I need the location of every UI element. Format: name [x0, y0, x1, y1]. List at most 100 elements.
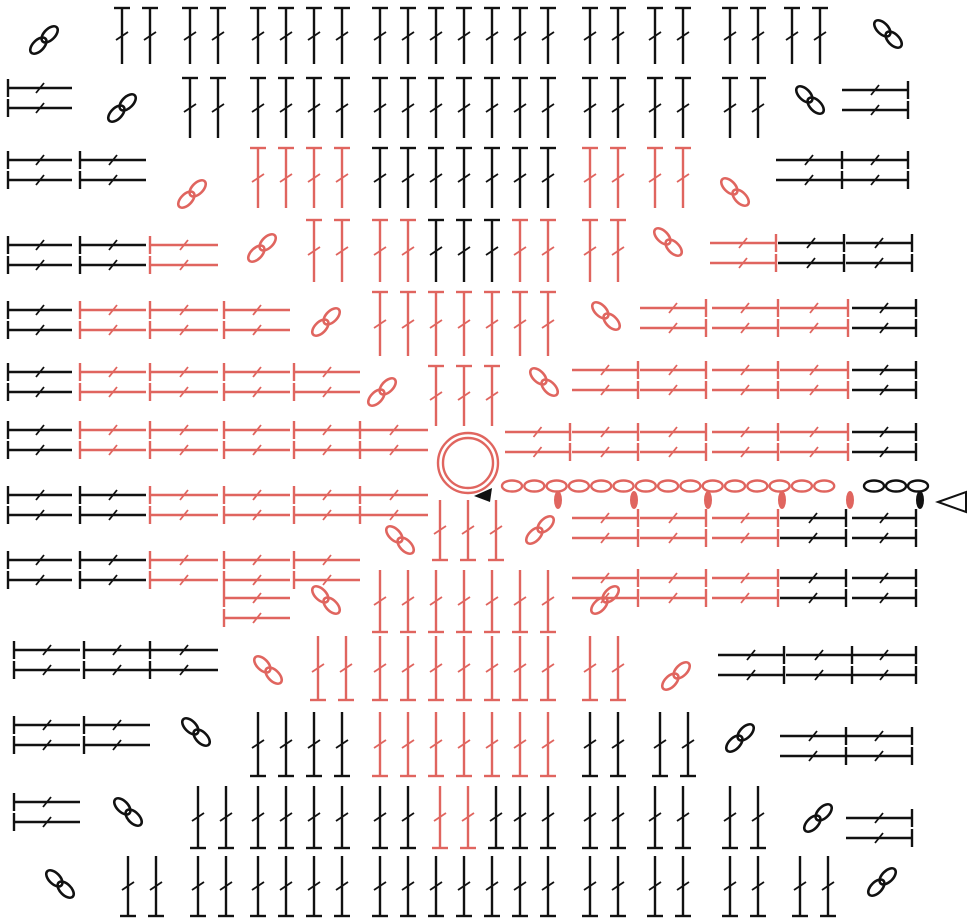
stroke: [583, 881, 597, 891]
stroke: [429, 663, 443, 673]
double-crochet-stitch: [120, 856, 136, 918]
stroke: [738, 237, 748, 249]
stroke: [35, 259, 45, 271]
double-crochet-stitch: [540, 636, 556, 702]
stroke: [751, 812, 765, 822]
stroke: [808, 592, 818, 604]
stroke: [307, 812, 321, 822]
double-crochet-stitch: [372, 146, 388, 208]
stroke: [870, 104, 880, 116]
double-crochet-stitch: [78, 321, 146, 339]
double-crochet-stitch: [505, 423, 572, 441]
stroke: [808, 572, 818, 584]
stroke: [740, 446, 750, 458]
stroke: [541, 881, 555, 891]
double-crochet-stitch: [484, 856, 500, 918]
double-crochet-stitch: [292, 363, 360, 381]
chain-oval: [112, 796, 132, 816]
stroke: [401, 173, 415, 183]
double-crochet-stitch: [640, 443, 708, 461]
stroke: [740, 302, 750, 314]
stroke: [809, 302, 819, 314]
double-crochet-stitch: [540, 786, 556, 850]
chain-oval: [602, 312, 622, 332]
stroke: [429, 103, 443, 113]
chain-oval: [679, 479, 702, 493]
double-crochet-stitch: [428, 290, 444, 356]
double-crochet-stitch: [456, 76, 472, 138]
double-crochet-stitch: [640, 299, 708, 317]
double-crochet-stitch: [250, 76, 266, 138]
double-crochet-stitch: [675, 76, 691, 138]
stroke: [668, 384, 678, 396]
chain-oval: [192, 728, 212, 748]
stroke: [879, 592, 889, 604]
stroke: [335, 103, 349, 113]
double-crochet-stitch: [6, 151, 72, 169]
double-crochet-stitch: [292, 486, 360, 504]
double-crochet-stitch: [776, 171, 844, 189]
stroke: [485, 391, 499, 401]
double-crochet-stitch: [582, 146, 598, 208]
double-crochet-stitch: [675, 786, 691, 850]
double-crochet-stitch: [78, 301, 146, 319]
corner-chain: [252, 654, 284, 686]
stroke: [279, 103, 293, 113]
double-crochet-stitch: [640, 509, 708, 527]
stroke: [485, 246, 499, 256]
stroke: [879, 649, 889, 661]
double-crochet-stitch: [647, 856, 663, 918]
double-crochet-stitch: [846, 829, 914, 847]
double-crochet-stitch: [512, 146, 528, 208]
double-crochet-stitch: [148, 571, 218, 589]
stroke: [373, 103, 387, 113]
double-crochet-stitch: [846, 747, 914, 765]
double-crochet-stitch: [647, 6, 663, 64]
stroke: [252, 304, 262, 316]
stroke: [35, 554, 45, 566]
double-crochet-stitch: [358, 486, 428, 504]
stroke: [513, 596, 527, 606]
stroke: [35, 366, 45, 378]
stroke: [143, 31, 157, 41]
double-crochet-stitch: [456, 218, 472, 282]
stroke: [279, 31, 293, 41]
stroke: [611, 739, 625, 749]
chain-oval: [246, 244, 266, 264]
double-crochet-stitch: [852, 666, 918, 684]
double-crochet-stitch: [78, 171, 146, 189]
stroke: [870, 84, 880, 96]
stroke: [583, 663, 597, 673]
stroke: [541, 103, 555, 113]
corner-chain: [28, 24, 60, 56]
stroke: [429, 596, 443, 606]
corner-chain: [180, 716, 212, 748]
stroke: [668, 426, 678, 438]
stroke: [668, 532, 678, 544]
stroke: [389, 424, 399, 436]
stroke: [541, 739, 555, 749]
double-crochet-stitch: [428, 364, 444, 426]
double-crochet-stitch: [712, 423, 780, 441]
stroke: [108, 154, 118, 166]
double-crochet-stitch: [432, 500, 448, 562]
chain-oval: [612, 479, 635, 493]
stroke: [611, 31, 625, 41]
chain-oval: [366, 388, 386, 408]
double-crochet-stitch: [484, 290, 500, 356]
stroke: [653, 739, 667, 749]
double-crochet-stitch: [846, 809, 914, 827]
double-crochet-stitch: [460, 500, 476, 562]
stroke: [389, 509, 399, 521]
double-crochet-stitch: [712, 299, 780, 317]
stroke: [583, 103, 597, 113]
double-crochet-stitch: [334, 712, 350, 778]
double-crochet-stitch: [572, 443, 640, 461]
corner-chain: [794, 84, 826, 116]
corner-chain: [44, 868, 76, 900]
stroke: [429, 881, 443, 891]
stroke: [879, 322, 889, 334]
double-crochet-stitch: [400, 570, 416, 634]
double-crochet-stitch: [610, 146, 626, 208]
stroke: [179, 259, 189, 271]
